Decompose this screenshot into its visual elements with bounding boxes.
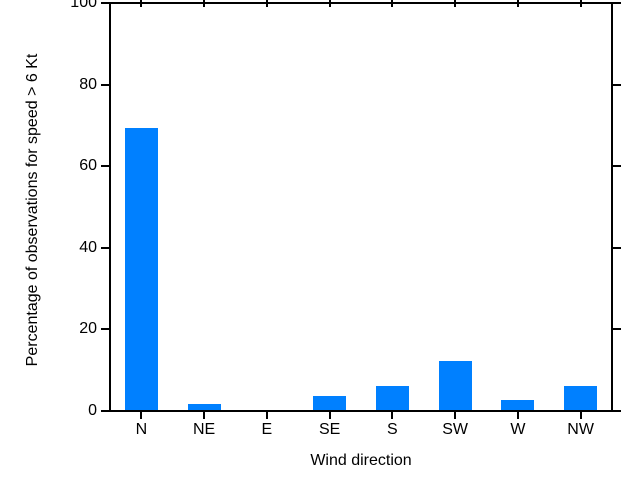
x-tick-bottom [265,412,268,419]
x-tick-bottom [454,412,457,419]
y-tick-right [613,83,621,86]
category-label: SW [442,421,469,438]
x-tick-top [265,0,268,7]
y-tick-right [613,246,621,249]
bar-w [501,400,535,410]
category-label: S [387,421,398,438]
x-tick-bottom [579,412,582,419]
x-tick-bottom [203,412,206,419]
category-label: W [510,421,526,438]
x-tick-top [454,0,457,7]
category-label: NE [193,421,216,438]
x-tick-top [328,0,331,7]
category-label: N [135,421,148,438]
y-tick-label: 80 [79,75,97,93]
y-tick-left [101,83,109,86]
x-tick-top [579,0,582,7]
x-tick-top [391,0,394,7]
bar-se [313,396,347,410]
x-tick-top [140,0,143,7]
category-label: E [261,421,273,438]
y-tick-label: 100 [70,0,97,11]
x-tick-bottom [140,412,143,419]
category-label: NW [567,421,594,438]
y-tick-left [101,165,109,168]
x-tick-bottom [328,412,331,419]
x-tick-bottom [516,412,519,419]
x-tick-top [516,0,519,7]
y-tick-right [613,328,621,331]
y-tick-right [613,165,621,168]
y-tick-label: 20 [79,320,97,338]
y-tick-left [101,328,109,331]
bar-ne [187,404,221,410]
y-tick-label: 0 [88,402,97,419]
plot-area [109,2,613,412]
y-tick-label: 40 [79,238,97,256]
y-tick-right [613,410,621,412]
y-tick-left [101,246,109,249]
bar-n [124,128,158,410]
y-tick-left [101,410,109,412]
y-tick-label: 60 [79,157,97,175]
category-label: SE [318,421,341,438]
x-tick-top [203,0,206,7]
y-tick-left [101,2,109,4]
bar-sw [438,361,472,410]
y-tick-right [613,2,621,4]
x-axis-title: Wind direction [310,452,412,469]
bar-nw [564,386,598,410]
x-tick-bottom [391,412,394,419]
bar-s [375,386,409,410]
